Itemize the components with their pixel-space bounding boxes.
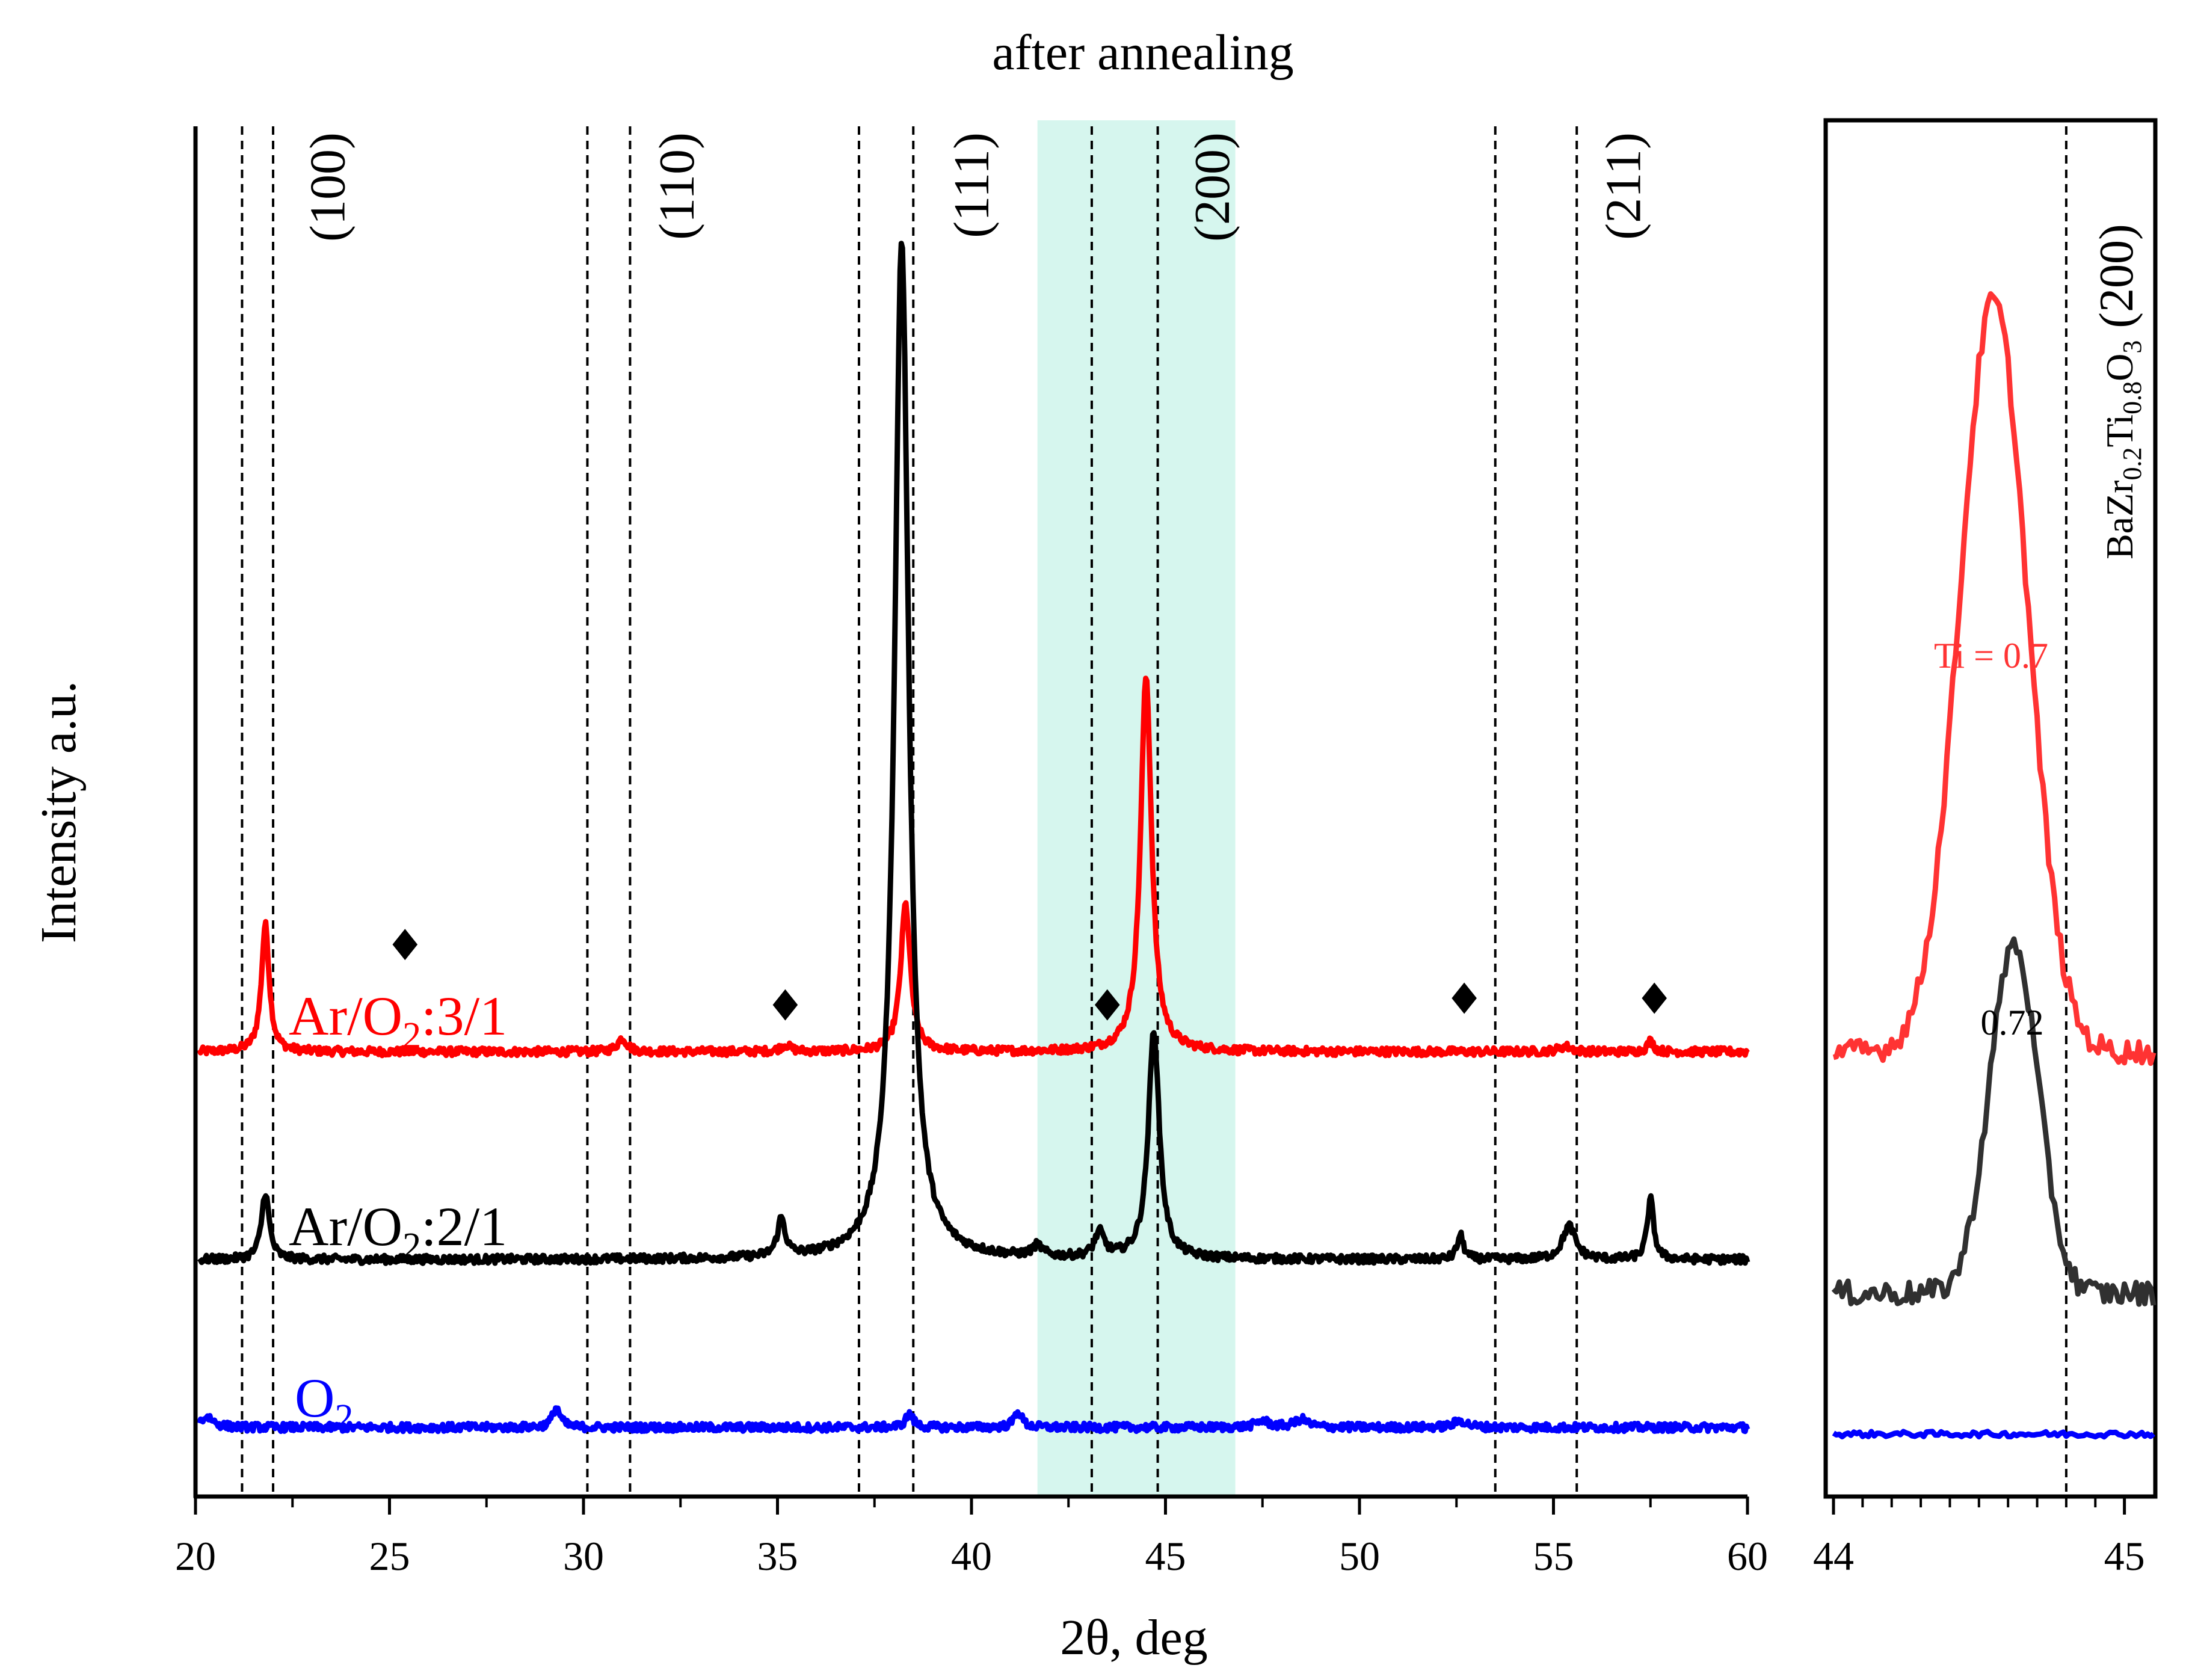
x-ticks: 20 25 30 35 40 45 50 55 60 [175,1497,1768,1579]
diamond-marker [1642,982,1667,1014]
x-tick-label: 25 [369,1533,410,1579]
legend-label: O2​ [295,1367,353,1438]
diamond-marker [772,989,798,1021]
highlight-band [1037,120,1236,1497]
inset-ref-label: BaZr0.2Ti0.8O3 (200) [2090,224,2147,559]
inset-label-ti-07: Ti = 0.7 [1934,636,2048,675]
peak-label: (100) [300,132,356,242]
peak-labels: (100) (110) (111) (200) (211) [300,132,1651,242]
series-ar-o2-3-1 [197,675,1750,1059]
x-tick-label: 50 [1339,1533,1380,1579]
chart-title: after annealing [992,25,1293,81]
inset-series-line [1831,936,2157,1307]
x-tick-label: 30 [563,1533,604,1579]
x-tick-label: 60 [1727,1533,1768,1579]
diamond-marker [1094,989,1120,1021]
diamond-marker [1452,982,1477,1014]
legend: Ar/O2:3/1 Ar/O2:2/1 O2​ [289,985,507,1438]
reference-lines [241,126,1578,1497]
inset-series [1831,291,2157,1440]
legend-label: Ar/O2:3/1 [289,985,507,1056]
y-axis-label: Intensity a.u. [31,681,87,943]
inset-label-ti-072: 0.72 [1981,1003,2044,1042]
main-plot: (100) (110) (111) (200) (211) Ar/O2:3/1Ar/O2… [31,120,1768,1666]
inset-series-line [1832,1429,2155,1440]
inset-x-tick-label: 44 [1813,1533,1854,1579]
inset-plot: 44 45 BaZr0.2Ti0.8O3 (200) Ti = 0.7 0.72 [1813,118,2158,1579]
x-tick-label: 40 [951,1533,992,1579]
x-tick-label: 35 [757,1533,798,1579]
inset-series-line [1832,291,2157,1066]
series-ar-o2-2-1 [197,241,1750,1266]
peak-label: (111) [944,132,1000,238]
inset-x-tick-label: 45 [2104,1533,2145,1579]
peak-label: (211) [1596,132,1652,240]
inset-frame [1823,118,2158,1499]
peak-label: (110) [649,132,705,240]
diamond-markers [392,929,1667,1021]
series-o2 [197,1405,1750,1435]
inset-x-ticks: 44 45 [1813,1497,2145,1579]
peak-label: (200) [1184,132,1240,242]
main-series [197,241,1750,1435]
diamond-marker [392,929,418,961]
x-tick-label: 45 [1145,1533,1186,1579]
x-tick-label: 20 [175,1533,216,1579]
x-tick-label: 55 [1533,1533,1574,1579]
legend-label: Ar/O2:2/1 [289,1196,507,1267]
x-axis-label: 2θ, deg [1060,1610,1208,1666]
